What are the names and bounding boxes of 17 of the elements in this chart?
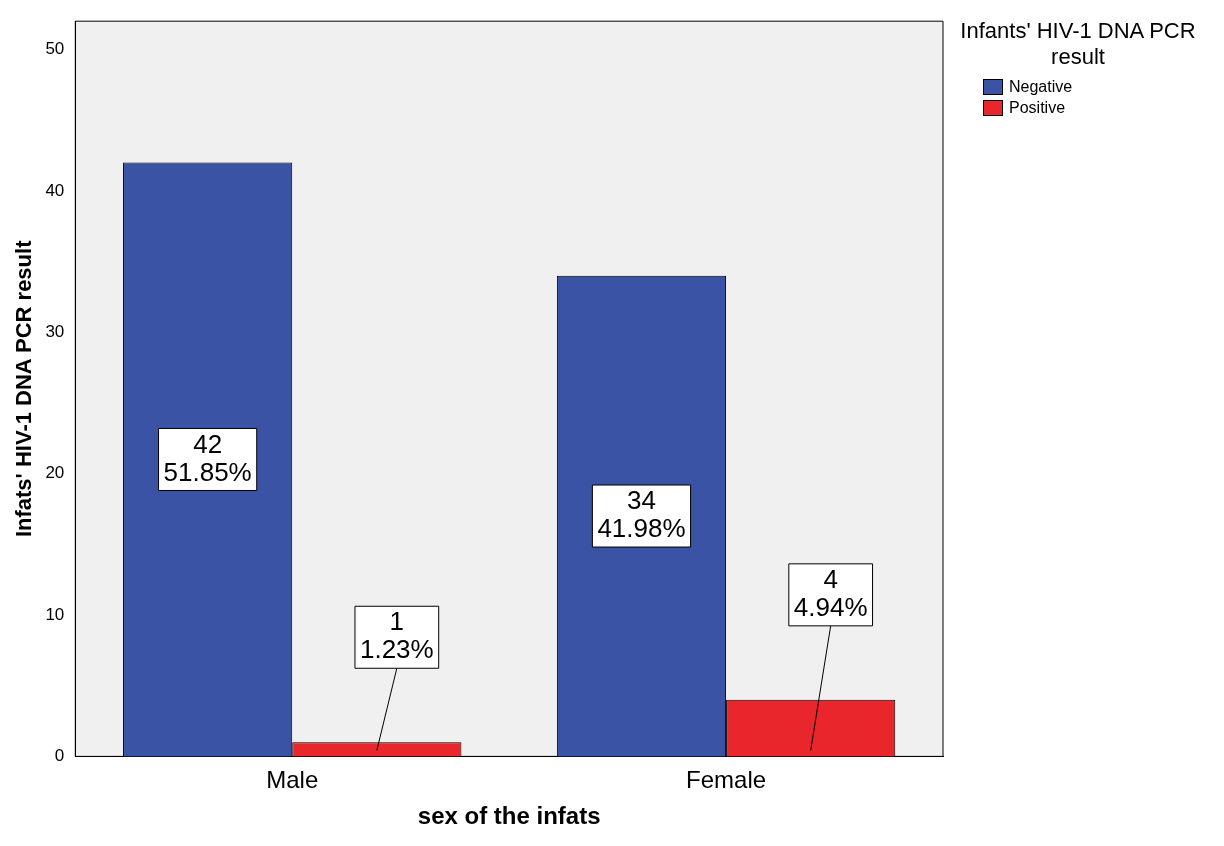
data-label: 42 51.85% — [163, 428, 252, 487]
y-tick-label: 40 — [45, 180, 65, 200]
legend-label: Positive — [1009, 99, 1066, 117]
y-tick-label: 30 — [45, 321, 65, 341]
x-tick-label: Male — [266, 766, 319, 794]
y-tick-label: 10 — [45, 604, 65, 624]
legend-label: Negative — [1009, 78, 1073, 96]
y-tick-label: 20 — [45, 463, 65, 483]
data-label: 34 41.98% — [597, 485, 686, 544]
data-label: 4 4.94% — [793, 564, 868, 623]
x-tick-label: Female — [686, 766, 767, 794]
y-tick-label: 0 — [54, 746, 65, 766]
data-label: 1 1.23% — [359, 606, 434, 665]
x-axis-title: sex of the infats — [417, 802, 601, 830]
y-tick-label: 50 — [45, 39, 65, 59]
legend-title: Infants' HIV-1 DNA PCR result — [959, 18, 1197, 70]
y-axis-title: Infats' HIV-1 DNA PCR result — [11, 239, 37, 538]
